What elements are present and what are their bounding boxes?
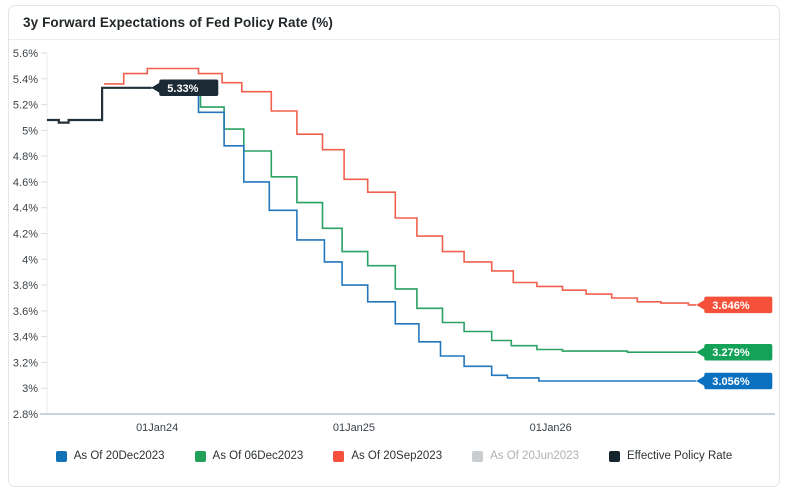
- legend-label: As Of 20Dec2023: [73, 450, 165, 462]
- legend-swatch-icon: [333, 450, 345, 462]
- legend-swatch-icon: [608, 450, 620, 462]
- chart-card: 3y Forward Expectations of Fed Policy Ra…: [8, 5, 780, 487]
- chart-title: 3y Forward Expectations of Fed Policy Ra…: [23, 15, 333, 30]
- legend-item-as-of-06dec2023[interactable]: As Of 06Dec2023: [194, 450, 304, 462]
- legend-item-as-of-20dec2023[interactable]: As Of 20Dec2023: [55, 450, 165, 462]
- legend-swatch-icon: [194, 450, 206, 462]
- legend-item-effective-policy-rate[interactable]: Effective Policy Rate: [608, 450, 733, 462]
- legend-item-as-of-20sep2023[interactable]: As Of 20Sep2023: [333, 450, 442, 462]
- legend-label: As Of 20Jun2023: [490, 450, 579, 462]
- legend-label: As Of 20Sep2023: [351, 450, 443, 462]
- legend-label: Effective Policy Rate: [626, 450, 733, 462]
- legend-item-as-of-20jun2023[interactable]: As Of 20Jun2023: [472, 450, 579, 462]
- legend-swatch-icon: [472, 450, 484, 462]
- legend: As Of 20Dec2023 As Of 06Dec2023 As Of 20…: [9, 450, 779, 462]
- card-header: 3y Forward Expectations of Fed Policy Ra…: [9, 6, 779, 40]
- legend-label: As Of 06Dec2023: [212, 450, 304, 462]
- legend-swatch-icon: [55, 450, 67, 462]
